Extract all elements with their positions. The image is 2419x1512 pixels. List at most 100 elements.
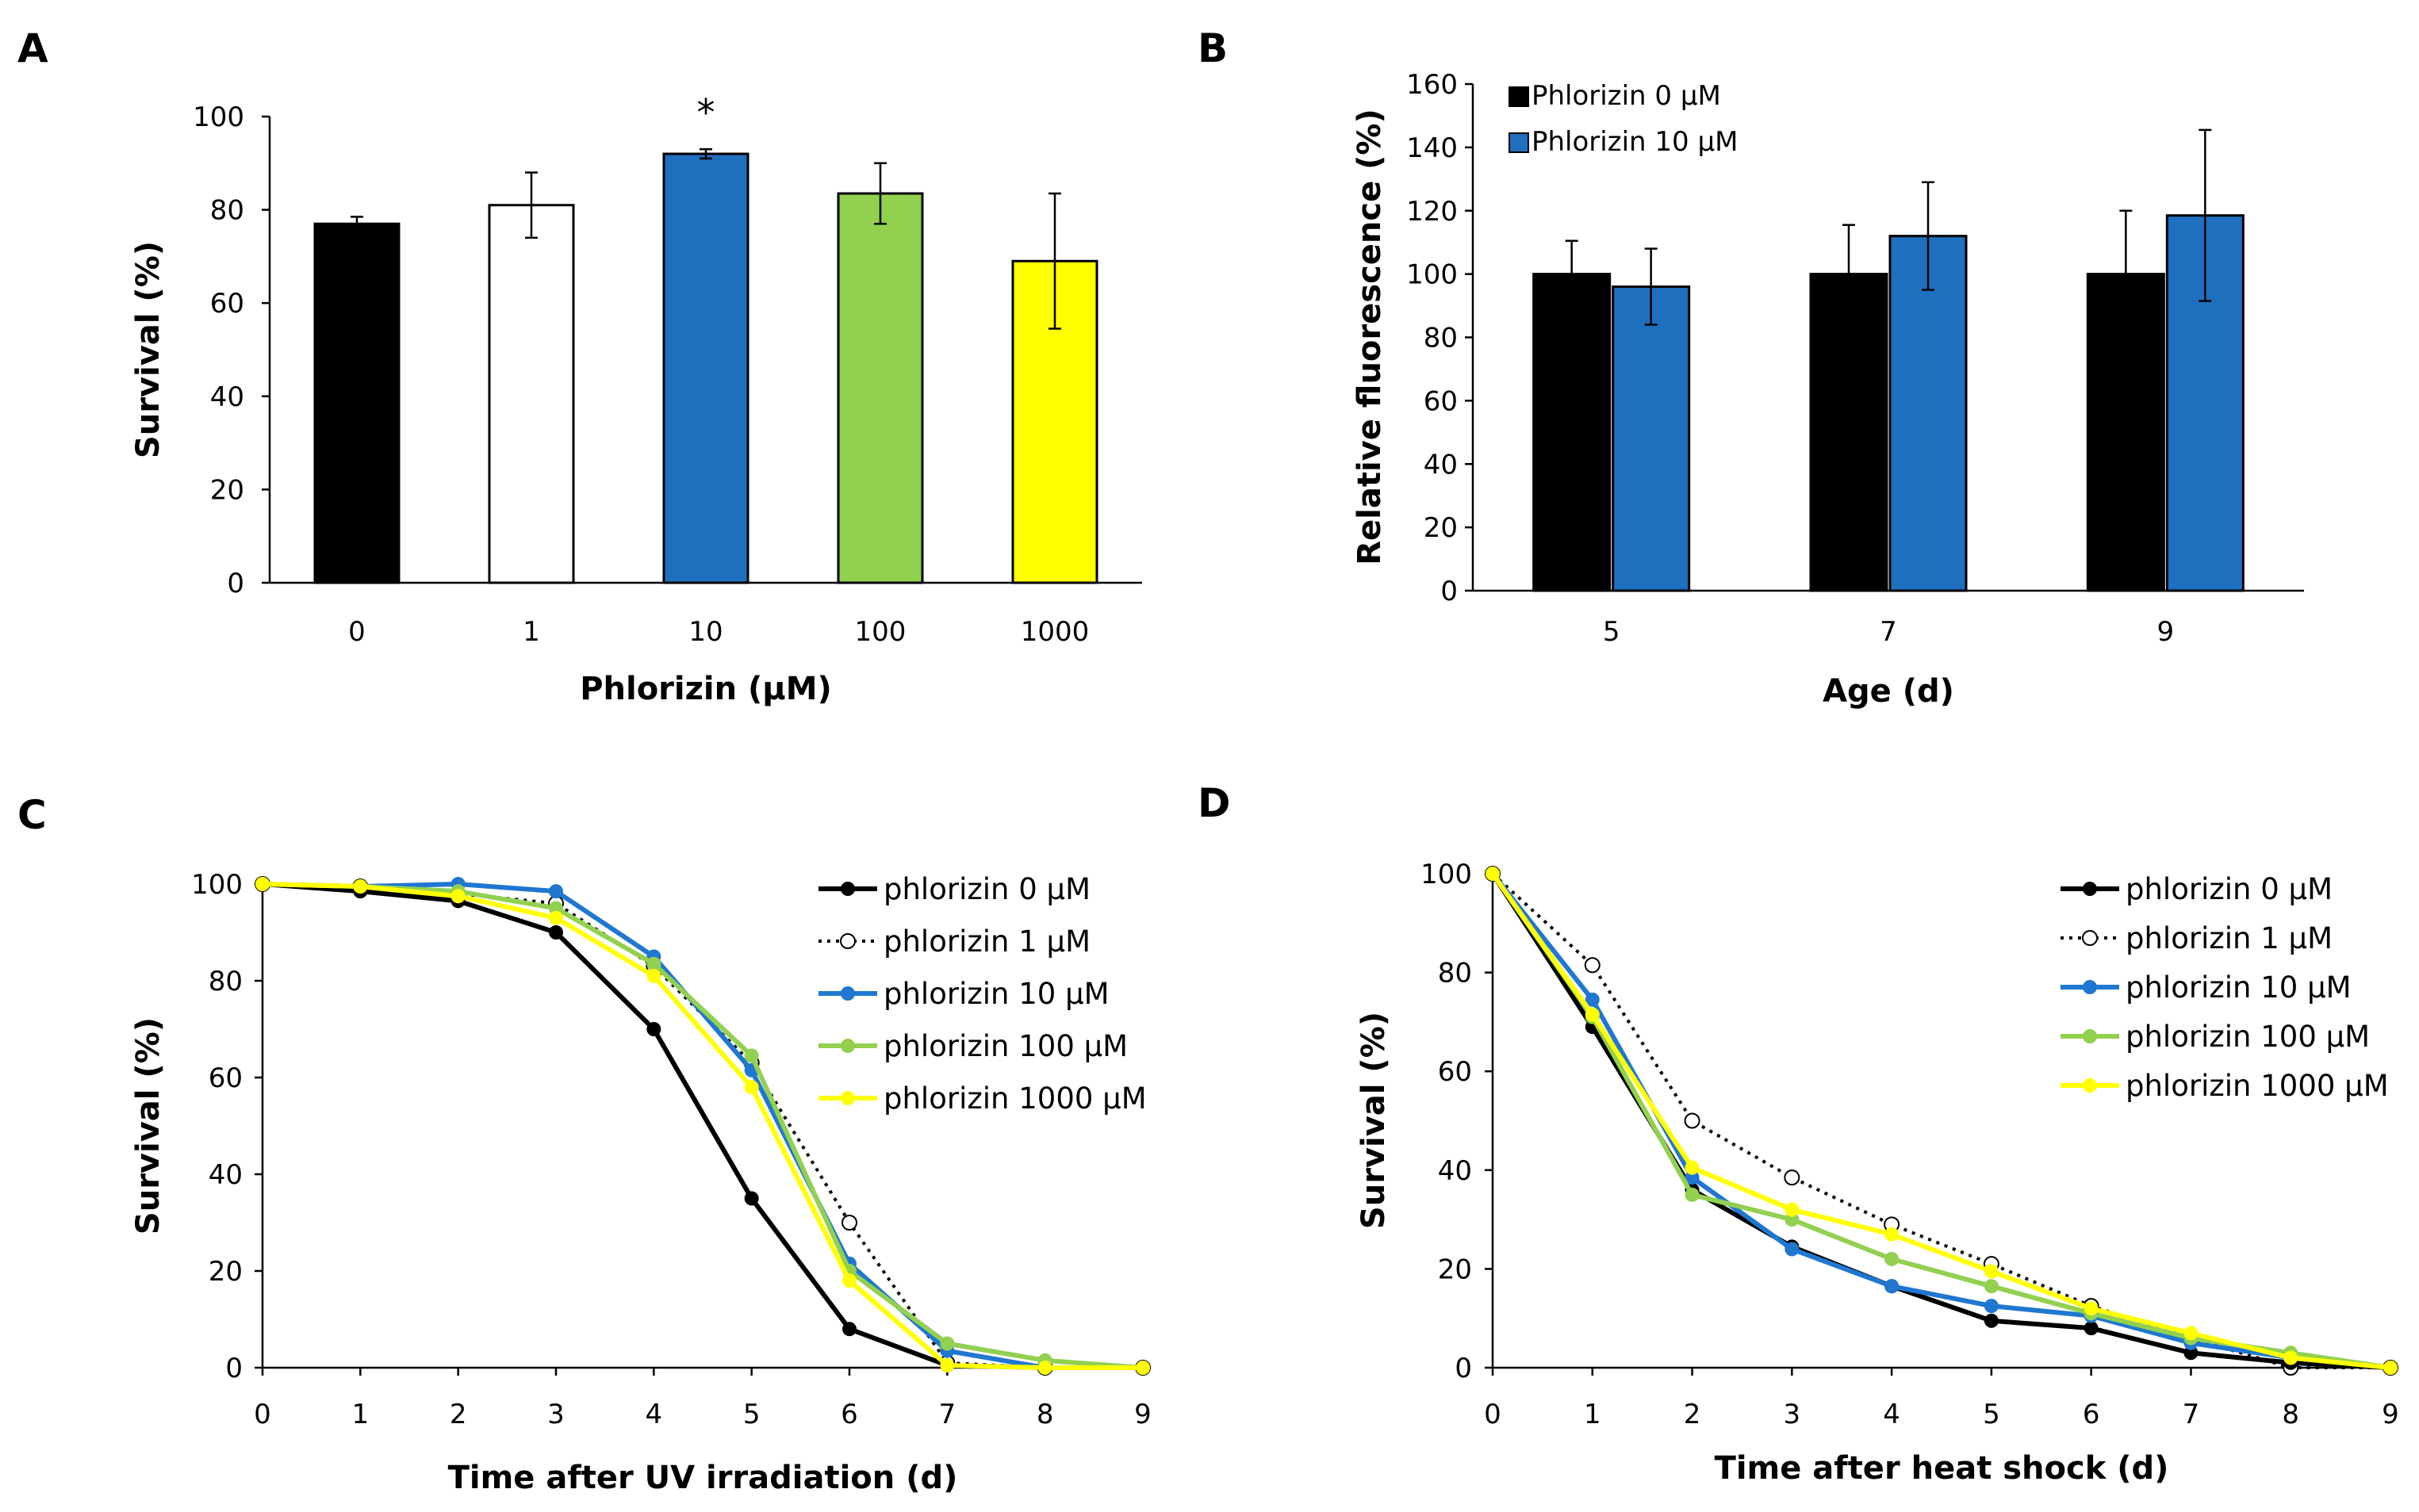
x-tick-label: 3: [1784, 1399, 1801, 1430]
y-tick-label: 80: [209, 966, 243, 997]
panel-letter-b: B: [1198, 25, 1228, 71]
x-tick-label: 5: [743, 1399, 761, 1430]
bar: [313, 222, 401, 584]
y-tick-label: 60: [1438, 1056, 1472, 1088]
data-point: [549, 884, 563, 899]
x-tick-label: 4: [1883, 1399, 1900, 1430]
x-tick-label: 2: [1684, 1399, 1701, 1430]
x-tick-label: 100: [855, 616, 907, 648]
legend-marker: [2083, 980, 2097, 994]
y-tick-label: 80: [1438, 958, 1472, 989]
data-point: [1984, 1313, 1999, 1328]
data-point: [1785, 1212, 1800, 1227]
y-tick-label: 160: [1406, 69, 1458, 101]
legend-marker: [2083, 1078, 2097, 1093]
data-point: [1785, 1202, 1800, 1217]
data-point: [1486, 867, 1500, 881]
data-point: [1585, 992, 1600, 1007]
x-tick-label: 7: [939, 1399, 956, 1430]
x-tick-label: 4: [646, 1399, 663, 1430]
data-point: [2084, 1321, 2099, 1336]
bar: [837, 192, 924, 584]
legend-marker: [2083, 1029, 2097, 1043]
x-tick-label: 7: [1880, 616, 1897, 648]
y-tick-label: 20: [210, 474, 244, 506]
data-point: [1584, 957, 1601, 974]
data-point: [549, 925, 563, 940]
legend-label: phlorizin 1000 μM: [2126, 1069, 2389, 1103]
x-tick-label: 0: [348, 616, 366, 648]
y-tick-label: 140: [1406, 132, 1458, 164]
legend-label: Phlorizin 10 μM: [1532, 126, 1738, 158]
panel-b: 0 20 40 60 80 100 120 140 160 Relative fluorescen…: [1351, 69, 2304, 710]
series-line: [262, 882, 1143, 1370]
y-tick-label: 80: [1424, 323, 1458, 354]
panel-d: 0 20 40 60 80 100 Survival (%) 0 1 2 3 4 5 6 7 8 9 Time a…: [1355, 859, 2399, 1487]
series-line: [262, 882, 1144, 1370]
data-point: [646, 956, 661, 971]
x-tick-label: 1: [1584, 1399, 1601, 1430]
legend-label: phlorizin 10 μM: [2126, 970, 2352, 1005]
legend-label: phlorizin 1 μM: [2126, 921, 2333, 955]
x-tick-label: 0: [254, 1399, 271, 1430]
y-tick-label: 40: [1424, 449, 1458, 480]
legend-marker: [840, 933, 856, 949]
x-tick-label: 3: [547, 1399, 565, 1430]
data-point: [1037, 1361, 1052, 1375]
data-point: [744, 1191, 759, 1206]
legend-label: phlorizin 100 μM: [884, 1029, 1128, 1063]
legend-marker: [841, 882, 855, 896]
legend-label: phlorizin 0 μM: [884, 872, 1091, 906]
x-axis-title: Time after UV irradiation (d): [448, 1460, 958, 1496]
series-line: [1490, 872, 2391, 1370]
data-point: [1585, 1007, 1600, 1022]
y-tick-label: 100: [1420, 859, 1472, 890]
y-tick-label: 0: [227, 568, 244, 599]
y-tick-label: 40: [1438, 1155, 1472, 1187]
data-point: [2383, 1361, 2398, 1375]
x-tick-label: 0: [1484, 1399, 1501, 1430]
data-point: [353, 879, 368, 894]
x-axis-title: Time after heat shock (d): [1715, 1450, 2169, 1487]
y-tick-label: 0: [1455, 1353, 1472, 1384]
bar: [488, 204, 575, 584]
data-point: [549, 910, 563, 925]
x-axis-title: Age (d): [1823, 673, 1954, 710]
y-tick-label: 20: [209, 1256, 243, 1288]
y-axis-title: Relative fluorescence (%): [1351, 109, 1388, 565]
x-tick-label: 1: [523, 616, 540, 648]
data-point: [1884, 1227, 1900, 1242]
x-tick-label: 5: [1983, 1399, 2000, 1430]
y-tick-label: 100: [193, 101, 244, 133]
data-point: [940, 1357, 955, 1372]
y-tick-label: 100: [191, 869, 243, 901]
data-point: [2183, 1326, 2199, 1341]
data-point: [1984, 1264, 1999, 1279]
x-tick-label: 8: [2282, 1399, 2299, 1430]
data-point: [744, 1080, 759, 1095]
significance-marker: *: [697, 91, 715, 134]
legend-marker: [2082, 930, 2098, 946]
panel-letter-d: D: [1198, 780, 1231, 826]
data-point: [940, 1336, 955, 1351]
data-point: [2283, 1350, 2298, 1365]
data-point: [1785, 1242, 1800, 1257]
y-tick-label: 120: [1406, 196, 1458, 228]
legend-marker: [2083, 882, 2097, 896]
bar: [1809, 273, 1888, 592]
data-point: [1685, 1187, 1700, 1202]
data-point: [255, 877, 270, 891]
data-point: [841, 1215, 857, 1231]
x-tick-label: 1: [352, 1399, 370, 1430]
series-line: [262, 882, 1143, 1370]
data-point: [1684, 1112, 1700, 1129]
x-tick-label: 9: [2157, 616, 2175, 648]
data-point: [2183, 1345, 2199, 1361]
data-point: [744, 1048, 759, 1063]
x-tick-label: 8: [1037, 1399, 1054, 1430]
legend-label: phlorizin 0 μM: [2126, 872, 2333, 906]
data-point: [1685, 1170, 1700, 1185]
x-tick-label: 9: [2382, 1399, 2399, 1430]
legend-marker: [841, 1091, 855, 1105]
x-tick-label: 6: [841, 1399, 858, 1430]
